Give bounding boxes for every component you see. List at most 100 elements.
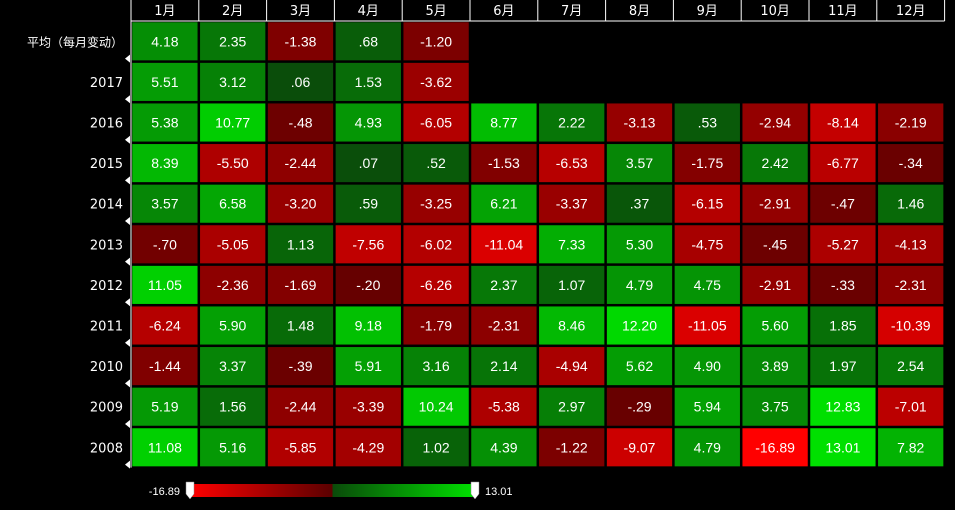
heatmap-cell: [334, 264, 403, 306]
cell-value-label: 5.62: [626, 358, 653, 374]
axis-tick-marker: [125, 95, 130, 104]
heatmap-cell: [537, 183, 606, 225]
cell-value-label: 5.16: [219, 439, 246, 455]
cell-value-label: 13.01: [825, 439, 860, 455]
cell-value-label: -6.26: [420, 277, 452, 293]
heatmap-cell: [740, 304, 810, 347]
cell-value-label: 11.05: [148, 277, 182, 293]
cell-value-label: -1.22: [556, 439, 588, 455]
cell-value-label: 4.39: [490, 439, 517, 455]
heatmap-cell: [266, 61, 335, 103]
heatmap-cell: [605, 426, 674, 468]
cell-value-label: -4.13: [895, 236, 927, 252]
cell-value-label: -6.77: [827, 155, 859, 171]
cell-value-label: -5.85: [285, 439, 317, 455]
cell-value-label: -.33: [831, 277, 855, 293]
heatmap-cell: [401, 223, 471, 265]
heatmap-cell: [266, 426, 335, 468]
cell-value-label: 5.90: [219, 318, 246, 334]
heatmap-cell: [401, 20, 471, 62]
month-label: 12月: [896, 4, 926, 19]
cell-value-label: -3.37: [556, 196, 588, 212]
heatmap-cell: [808, 142, 878, 184]
cell-value-label: 8.77: [490, 115, 517, 131]
cell-value-label: -9.07: [624, 439, 656, 455]
cell-value-label: 1.07: [558, 277, 585, 293]
cell-value-label: 4.75: [694, 277, 721, 293]
cell-value-label: .37: [630, 196, 650, 212]
heatmap-cell: [130, 264, 200, 306]
cell-value-label: -1.20: [420, 33, 452, 49]
month-label: 4月: [358, 4, 379, 19]
axis-tick-marker: [125, 298, 130, 307]
heatmap-cell: [334, 345, 403, 387]
legend-negative-bar: [190, 484, 333, 497]
cell-value-label: 5.19: [151, 399, 178, 415]
legend-max-handle[interactable]: [470, 481, 480, 500]
cell-value-label: -6.53: [556, 155, 588, 171]
cell-value-label: 2.42: [761, 155, 788, 171]
axis-tick-marker: [125, 54, 130, 63]
axis-tick-marker: [125, 135, 130, 144]
month-label: 8月: [629, 4, 650, 19]
axis-tick-marker: [125, 217, 130, 225]
cell-value-label: -2.91: [759, 277, 791, 293]
heatmap-cell: [605, 345, 674, 387]
heatmap-cell: [808, 183, 878, 225]
heatmap-cell: [740, 101, 810, 144]
cell-value-label: 5.30: [626, 236, 653, 252]
cell-value-label: 10.24: [419, 399, 454, 415]
month-label: 10月: [760, 4, 790, 19]
heatmap-cell: [605, 223, 674, 265]
cell-value-label: -2.31: [895, 277, 927, 293]
cell-value-label: -4.29: [352, 439, 384, 455]
heatmap-cell: [537, 304, 606, 347]
cell-value-label: 1.85: [829, 318, 856, 334]
heatmap-cell: [469, 426, 539, 468]
cell-value-label: 2.14: [490, 358, 517, 374]
cell-value-label: 7.82: [897, 439, 924, 455]
cell-value-label: -2.44: [285, 399, 317, 415]
heatmap-cell: [808, 223, 878, 265]
heatmap-cell: [537, 426, 606, 468]
heatmap-cell: [130, 142, 200, 184]
heatmap-cell: [469, 264, 539, 306]
cell-value-label: .52: [426, 155, 446, 171]
heatmap-cell: [876, 183, 945, 225]
axis-tick-marker: [125, 176, 130, 185]
cell-value-label: 3.75: [761, 399, 788, 415]
heatmap-cell: [808, 386, 878, 428]
heatmap-cell: [876, 386, 945, 428]
cell-value-label: 4.79: [626, 277, 653, 293]
heatmap-cell: [130, 183, 200, 225]
cell-value-label: -1.69: [285, 277, 317, 293]
cell-value-label: 1.97: [829, 358, 856, 374]
heatmap-cell: [401, 264, 471, 306]
cell-value-label: -2.31: [488, 318, 520, 334]
heatmap-cell: [673, 223, 742, 265]
cell-value-label: 3.89: [761, 358, 788, 374]
heatmap-cell: [673, 426, 742, 468]
heatmap-cell: [808, 101, 878, 144]
cell-value-label: 1.56: [219, 399, 246, 415]
legend-min-handle[interactable]: [185, 481, 195, 500]
heatmap-cell: [198, 264, 267, 306]
heatmap-cell: [334, 386, 403, 428]
cell-value-label: 12.20: [622, 318, 657, 334]
cell-value-label: 5.60: [761, 318, 788, 334]
heatmap-cell: [605, 101, 674, 144]
cell-value-label: -11.05: [688, 318, 727, 334]
heatmap-cell: [673, 345, 742, 387]
cell-value-label: -6.24: [149, 318, 181, 334]
heatmap-cell: [876, 345, 945, 387]
cell-value-label: -.20: [356, 277, 380, 293]
cell-value-label: 5.51: [151, 74, 178, 90]
heatmap-cell: [266, 142, 335, 184]
heatmap-cell: [334, 61, 403, 103]
heatmap-cell: [673, 264, 742, 306]
cell-value-label: -16.89: [755, 439, 795, 455]
heatmap-cell: [198, 304, 267, 347]
cell-value-label: .07: [359, 155, 379, 171]
cell-value-label: 2.37: [490, 277, 517, 293]
